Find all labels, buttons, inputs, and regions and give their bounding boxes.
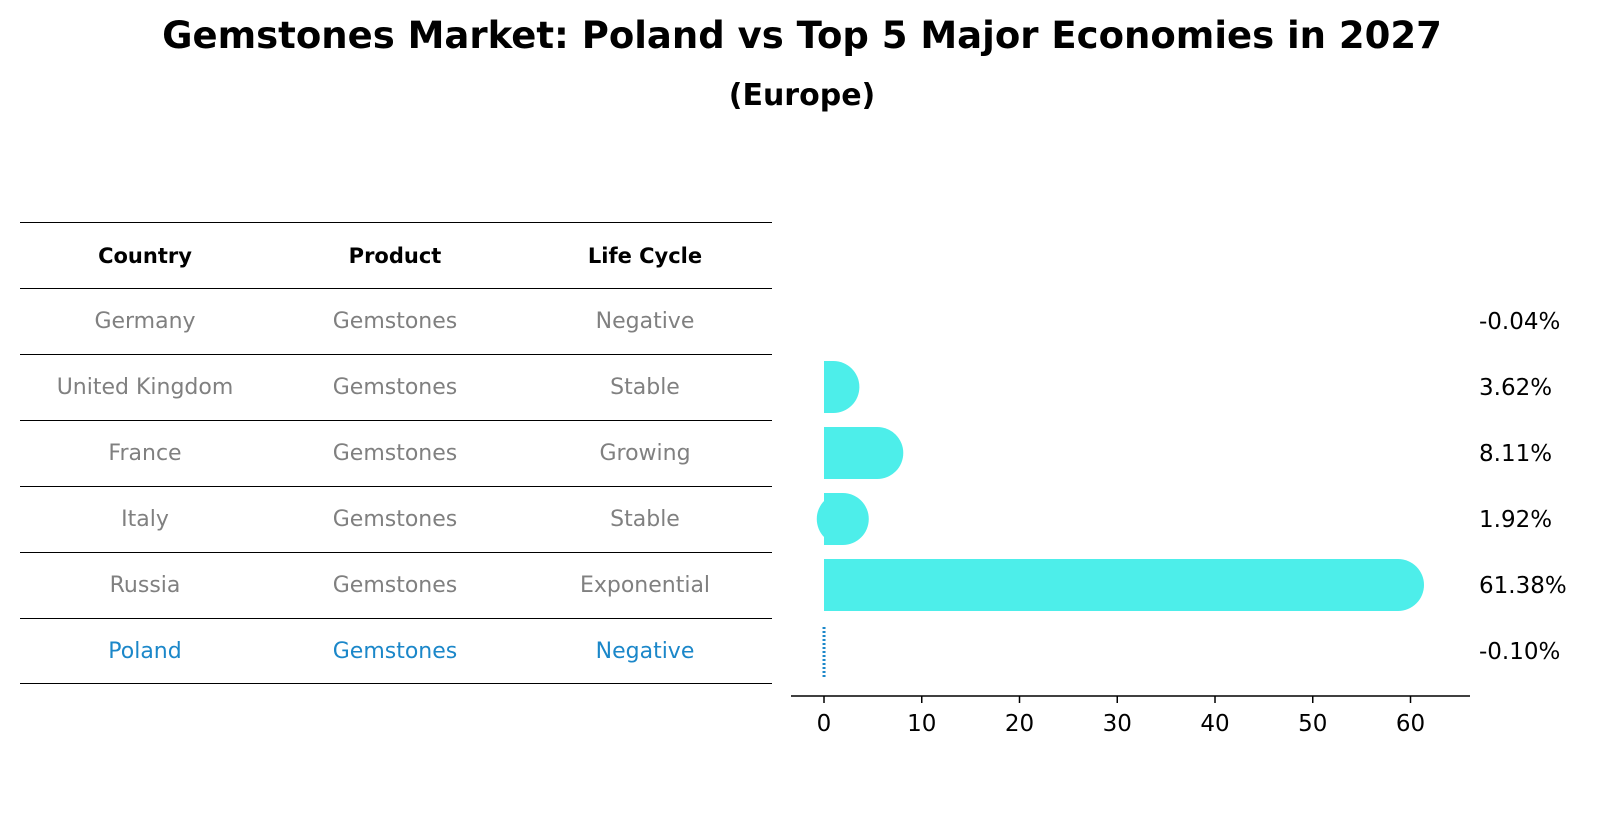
cell-product: Gemstones [332, 638, 458, 664]
bar-cap [816, 493, 869, 545]
table-row: France Gemstones Growing [20, 420, 772, 486]
cell-country: France [108, 441, 182, 466]
header-life-cycle: Life Cycle [587, 243, 703, 268]
value-label: 3.62% [1479, 375, 1552, 401]
bar [824, 361, 860, 413]
cell-country: Germany [94, 309, 196, 334]
table-row: Germany Gemstones Negative [20, 288, 772, 354]
x-tick-label: 60 [1396, 711, 1425, 737]
bar [824, 559, 1424, 611]
header-product: Product [348, 243, 442, 268]
x-tick-label: 40 [1200, 711, 1229, 737]
cell-country: Italy [121, 507, 169, 532]
x-tick-label: 10 [907, 711, 936, 737]
cell-product: Gemstones [332, 507, 458, 532]
value-label: 8.11% [1479, 441, 1552, 467]
value-label: -0.04% [1479, 309, 1560, 335]
x-tick-label: 0 [817, 711, 832, 737]
table-row: Russia Gemstones Exponential [20, 552, 772, 618]
cell-product: Gemstones [332, 375, 458, 400]
value-label: 61.38% [1479, 573, 1567, 599]
cell-life-cycle: Exponential [579, 573, 711, 598]
cell-life-cycle: Growing [599, 441, 691, 466]
header-country: Country [98, 243, 192, 268]
cell-life-cycle: Negative [595, 638, 695, 664]
table-header-row: Country Product Life Cycle [20, 222, 772, 288]
cell-life-cycle: Negative [595, 309, 695, 334]
chart-subtitle: (Europe) [728, 78, 876, 113]
cell-product: Gemstones [332, 309, 458, 334]
x-tick-label: 20 [1005, 711, 1034, 737]
country-table: Country Product Life Cycle Germany Gemst… [20, 222, 772, 684]
cell-country: Russia [109, 573, 181, 598]
bar [824, 427, 904, 479]
value-label: 1.92% [1479, 507, 1552, 533]
x-tick-label: 30 [1103, 711, 1132, 737]
x-tick-label: 50 [1298, 711, 1327, 737]
cell-country: United Kingdom [56, 375, 234, 400]
value-label: -0.10% [1479, 639, 1560, 665]
cell-life-cycle: Stable [610, 507, 680, 532]
cell-life-cycle: Stable [610, 375, 680, 400]
table-row: Italy Gemstones Stable [20, 486, 772, 552]
table-row-highlighted: Poland Gemstones Negative [20, 618, 772, 684]
chart-title: Gemstones Market: Poland vs Top 5 Major … [162, 14, 1442, 57]
table-row: United Kingdom Gemstones Stable [20, 354, 772, 420]
cell-country: Poland [108, 638, 182, 664]
cell-product: Gemstones [332, 573, 458, 598]
cell-product: Gemstones [332, 441, 458, 466]
